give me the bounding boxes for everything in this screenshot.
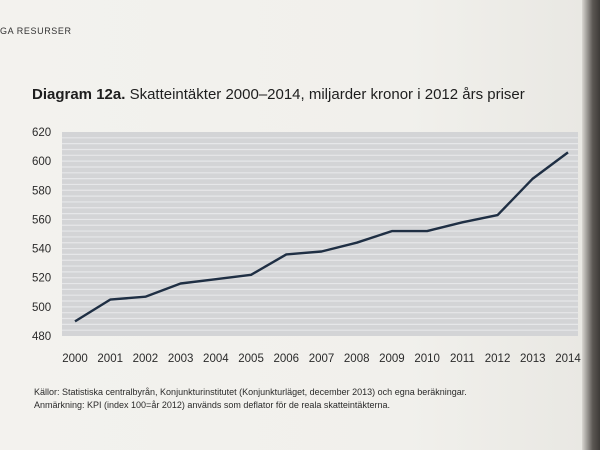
figure-notes: Källor: Statistiska centralbyrån, Konjun… (34, 386, 467, 412)
figure-label: Diagram 12a. (32, 86, 126, 103)
series-line (74, 151, 569, 323)
x-tick-label: 2008 (344, 353, 370, 365)
x-tick-label: 2010 (414, 353, 440, 365)
plot-area (62, 132, 578, 336)
x-tick-label: 2003 (168, 353, 194, 365)
y-tick-label: 540 (32, 244, 51, 256)
remark-note: Anmärkning: KPI (index 100=år 2012) anvä… (34, 400, 390, 410)
y-tick-label: 500 (32, 302, 51, 314)
y-tick-label: 560 (32, 214, 51, 226)
figure-title: Diagram 12a. Skatteintäkter 2000–2014, m… (32, 86, 525, 103)
x-tick-label: 2007 (309, 353, 335, 365)
x-tick-label: 2001 (97, 353, 123, 365)
line-chart: 480 500 520 540 560 580 600 620 2000 2001 2002 2003… (32, 127, 581, 365)
x-tick-label: 2012 (485, 353, 511, 365)
x-tick-label: 2004 (203, 353, 229, 365)
x-tick-label: 2011 (450, 353, 475, 365)
x-tick-label: 2000 (62, 353, 88, 365)
x-tick-label: 2006 (273, 353, 299, 365)
y-tick-label: 600 (32, 156, 51, 168)
x-tick-label: 2005 (238, 353, 264, 365)
page-edge (582, 0, 600, 450)
figure-title-text: Skatteintäkter 2000–2014, miljarder kron… (129, 86, 525, 103)
x-tick-label: 2013 (520, 353, 546, 365)
sources-note: Källor: Statistiska centralbyrån, Konjun… (34, 387, 467, 397)
x-tick-label: 2002 (133, 353, 159, 365)
x-tick-label: 2009 (379, 353, 405, 365)
y-tick-label: 480 (32, 331, 51, 343)
x-tick-label: 2014 (555, 353, 581, 365)
y-tick-label: 620 (32, 127, 51, 139)
y-tick-label: 580 (32, 185, 51, 197)
running-head: GA RESURSER (0, 26, 72, 36)
y-tick-label: 520 (32, 273, 51, 285)
